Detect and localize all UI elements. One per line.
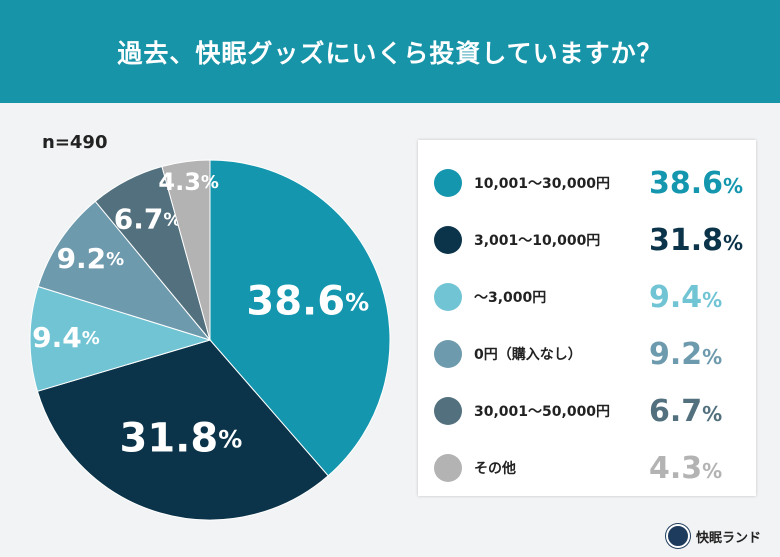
legend-label: 3,001〜10,000円	[474, 233, 601, 249]
legend-label: 10,001〜30,000円	[474, 176, 611, 192]
pie-slice	[37, 200, 212, 341]
pie-slice	[209, 159, 391, 477]
legend-item: 10,001〜30,000円 38.6%	[434, 163, 754, 203]
legend-swatch	[434, 340, 462, 368]
brand-logo: 快眠ランド	[666, 524, 761, 548]
legend-value: 9.2%	[649, 336, 723, 372]
legend-label: 30,001〜50,000円	[474, 404, 611, 420]
legend-value: 31.8%	[649, 222, 744, 258]
legend-item: 3,001〜10,000円 31.8%	[434, 220, 754, 260]
slice-label: 4.3%	[158, 168, 219, 196]
legend-swatch	[434, 397, 462, 425]
legend-swatch	[434, 283, 462, 311]
sample-size: n=490	[42, 132, 108, 153]
legend-label: 〜3,000円	[474, 290, 547, 306]
legend-label: その他	[474, 461, 516, 477]
pie-chart: 38.6%31.8%9.4%9.2%6.7%4.3%	[29, 159, 391, 521]
legend-item: 30,001〜50,000円 6.7%	[434, 391, 754, 431]
legend-swatch	[434, 454, 462, 482]
legend-swatch	[434, 226, 462, 254]
chart-title: 過去、快眠グッズにいくら投資していますか？	[0, 0, 780, 103]
legend-value: 6.7%	[649, 393, 723, 429]
pie-slice	[29, 285, 212, 392]
logo-icon	[666, 524, 690, 548]
legend-value: 4.3%	[649, 450, 723, 486]
legend-item: 〜3,000円 9.4%	[434, 277, 754, 317]
pie-slice	[161, 159, 211, 341]
slice-label: 9.2%	[57, 242, 125, 275]
legend-value: 38.6%	[649, 165, 744, 201]
legend-swatch	[434, 169, 462, 197]
logo-text: 快眠ランド	[696, 530, 762, 546]
legend-label: 0円（購入なし）	[474, 347, 582, 363]
pie-slice	[36, 339, 329, 521]
legend-value: 9.4%	[649, 279, 723, 315]
legend-item: 0円（購入なし） 9.2%	[434, 334, 754, 374]
legend-item: その他 4.3%	[434, 448, 754, 488]
legend: 10,001〜30,000円 38.6% 3,001〜10,000円 31.8% 〜3,…	[418, 140, 756, 496]
